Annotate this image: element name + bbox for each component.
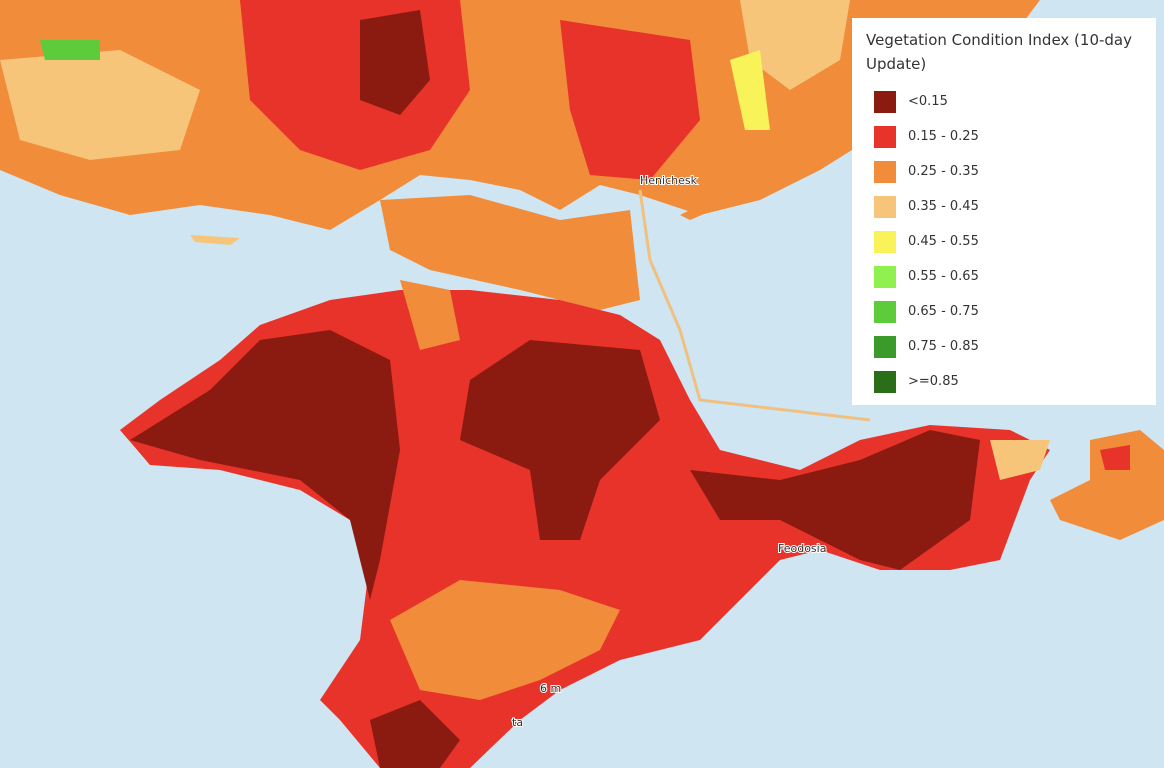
legend-label: 0.25 - 0.35 — [908, 164, 979, 179]
legend-item: 0.75 - 0.85 — [874, 329, 1142, 364]
mainland-zone — [730, 50, 770, 130]
legend-item: 0.25 - 0.35 — [874, 154, 1142, 189]
legend-label: 0.75 - 0.85 — [908, 339, 979, 354]
legend-item: 0.35 - 0.45 — [874, 189, 1142, 224]
crimea-zone — [130, 330, 400, 600]
legend-swatch — [874, 195, 896, 218]
legend-item: >=0.85 — [874, 364, 1142, 399]
mainland-zone — [40, 40, 100, 60]
legend-swatch — [874, 265, 896, 288]
legend-swatch — [874, 335, 896, 358]
sivash — [380, 195, 640, 310]
mainland-zone — [360, 10, 430, 115]
mainland-zone — [0, 50, 200, 160]
legend-item: 0.65 - 0.75 — [874, 294, 1142, 329]
place-label: ta — [512, 716, 523, 729]
legend-item: 0.15 - 0.25 — [874, 119, 1142, 154]
legend-title: Vegetation Condition Index (10-day Updat… — [866, 31, 1133, 73]
mainland-zone — [560, 20, 700, 180]
legend-label: <0.15 — [908, 94, 948, 109]
legend-item: 0.45 - 0.55 — [874, 224, 1142, 259]
legend-item: <0.15 — [874, 84, 1142, 119]
crimea-zone — [460, 340, 660, 540]
legend-swatch — [874, 230, 896, 253]
legend-label: 0.35 - 0.45 — [908, 199, 979, 214]
legend-item: 0.55 - 0.65 — [874, 259, 1142, 294]
legend-swatch — [874, 90, 896, 113]
legend-label: 0.55 - 0.65 — [908, 269, 979, 284]
legend-swatch — [874, 125, 896, 148]
spit — [680, 195, 725, 220]
legend-swatch — [874, 370, 896, 393]
legend-swatch — [874, 300, 896, 323]
legend-label: 0.15 - 0.25 — [908, 129, 979, 144]
legend-label: >=0.85 — [908, 374, 959, 389]
island — [190, 235, 240, 245]
place-label: Feodosia — [778, 542, 826, 555]
crimea-zone — [400, 280, 460, 350]
arabat-spit — [638, 189, 871, 422]
mainland-zone — [740, 0, 850, 90]
legend-label: 0.45 - 0.55 — [908, 234, 979, 249]
crimea-zone — [370, 700, 460, 768]
crimea-zone — [990, 440, 1050, 480]
legend: Vegetation Condition Index (10-day Updat… — [852, 18, 1156, 405]
place-label: Henichesk — [640, 174, 698, 187]
legend-items: <0.15 0.15 - 0.25 0.25 - 0.35 0.35 - 0.45 0.… — [866, 84, 1142, 399]
taman — [1050, 430, 1164, 540]
legend-label: 0.65 - 0.75 — [908, 304, 979, 319]
crimea-zone — [390, 580, 620, 700]
place-label: 6 m — [540, 682, 561, 695]
legend-swatch — [874, 160, 896, 183]
taman-zone — [1100, 445, 1130, 470]
crimea-zone — [690, 430, 980, 570]
